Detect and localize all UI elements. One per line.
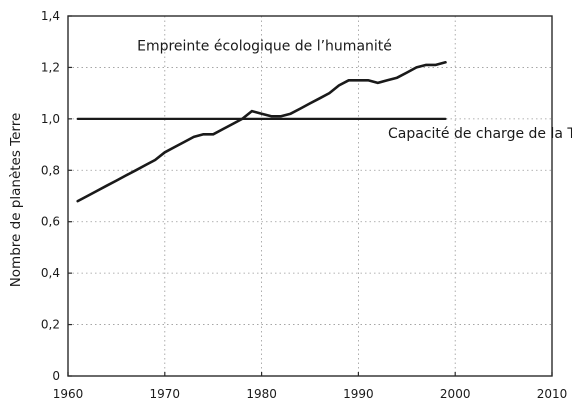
y-tick-label-0: 0 bbox=[52, 369, 60, 383]
y-tick-label-6: 1,2 bbox=[41, 60, 60, 74]
y-tick-label-5: 1,0 bbox=[41, 112, 60, 126]
x-tick-label-2: 1980 bbox=[246, 387, 277, 401]
y-tick-label-3: 0,6 bbox=[41, 215, 60, 229]
annotation-1: Capacité de charge de la Terre bbox=[388, 126, 572, 142]
series-layer bbox=[76, 60, 447, 203]
x-tick-label-1: 1970 bbox=[150, 387, 181, 401]
x-tick-label-5: 2010 bbox=[537, 387, 568, 401]
plot-frame bbox=[67, 15, 553, 377]
y-tick-label-4: 0,8 bbox=[41, 163, 60, 177]
y-tick-label-2: 0,4 bbox=[41, 266, 60, 280]
y-axis-title: Nombre de planètes Terre bbox=[8, 113, 24, 288]
x-axis: 1960 1970 1980 1990 2000 2010 bbox=[53, 372, 568, 401]
x-tick-label-0: 1960 bbox=[53, 387, 84, 401]
annotations: Empreinte écologique de l’humanité Capaci… bbox=[137, 39, 572, 142]
footprint-line bbox=[76, 60, 447, 203]
y-tick-label-7: 1,4 bbox=[41, 9, 60, 23]
grid bbox=[68, 16, 552, 376]
y-axis: 0 0,2 0,4 0,6 0,8 1,0 1,2 1,4 bbox=[41, 9, 72, 383]
x-tick-label-4: 2000 bbox=[440, 387, 471, 401]
y-tick-label-1: 0,2 bbox=[41, 318, 60, 332]
x-tick-label-3: 1990 bbox=[343, 387, 374, 401]
annotation-0: Empreinte écologique de l’humanité bbox=[137, 39, 392, 55]
